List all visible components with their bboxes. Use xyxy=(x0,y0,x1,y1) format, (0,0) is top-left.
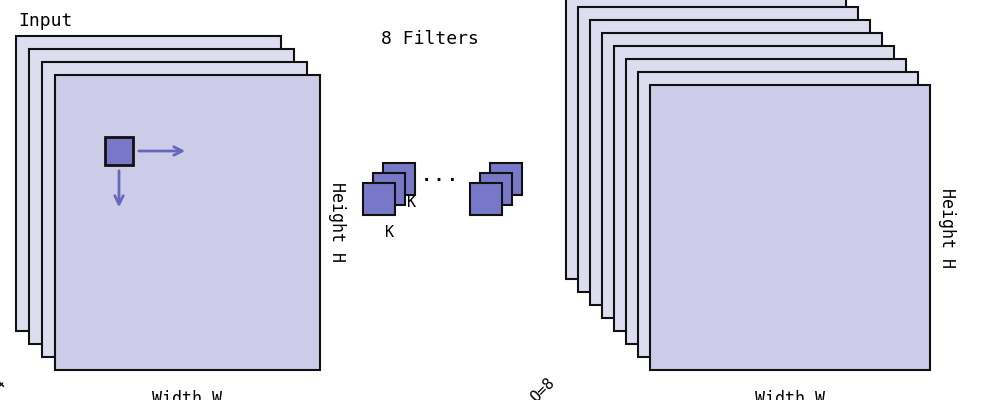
Text: Input: Input xyxy=(18,12,72,30)
Bar xyxy=(55,75,320,370)
Bar xyxy=(105,137,133,165)
Bar xyxy=(383,163,415,195)
Text: K: K xyxy=(385,225,395,240)
Bar xyxy=(626,59,906,344)
Bar xyxy=(638,72,918,357)
Bar xyxy=(480,173,512,205)
Text: O=8: O=8 xyxy=(528,375,558,400)
Bar xyxy=(29,49,294,344)
Text: ...: ... xyxy=(420,165,460,185)
Text: K: K xyxy=(407,195,416,210)
Text: Width W: Width W xyxy=(152,390,222,400)
Bar xyxy=(490,163,522,195)
Bar xyxy=(363,183,395,215)
Bar xyxy=(42,62,307,357)
Text: Height H: Height H xyxy=(938,188,956,268)
Bar xyxy=(590,20,870,305)
Bar xyxy=(650,85,930,370)
Bar xyxy=(16,36,281,331)
Bar xyxy=(470,183,502,215)
Bar xyxy=(578,7,858,292)
Bar xyxy=(614,46,894,331)
Text: C=4: C=4 xyxy=(0,375,8,400)
Text: 8 Filters: 8 Filters xyxy=(381,30,479,48)
Bar xyxy=(373,173,405,205)
Bar xyxy=(566,0,846,279)
Bar xyxy=(602,33,882,318)
Text: Height H: Height H xyxy=(328,182,346,262)
Text: Width W: Width W xyxy=(755,390,825,400)
